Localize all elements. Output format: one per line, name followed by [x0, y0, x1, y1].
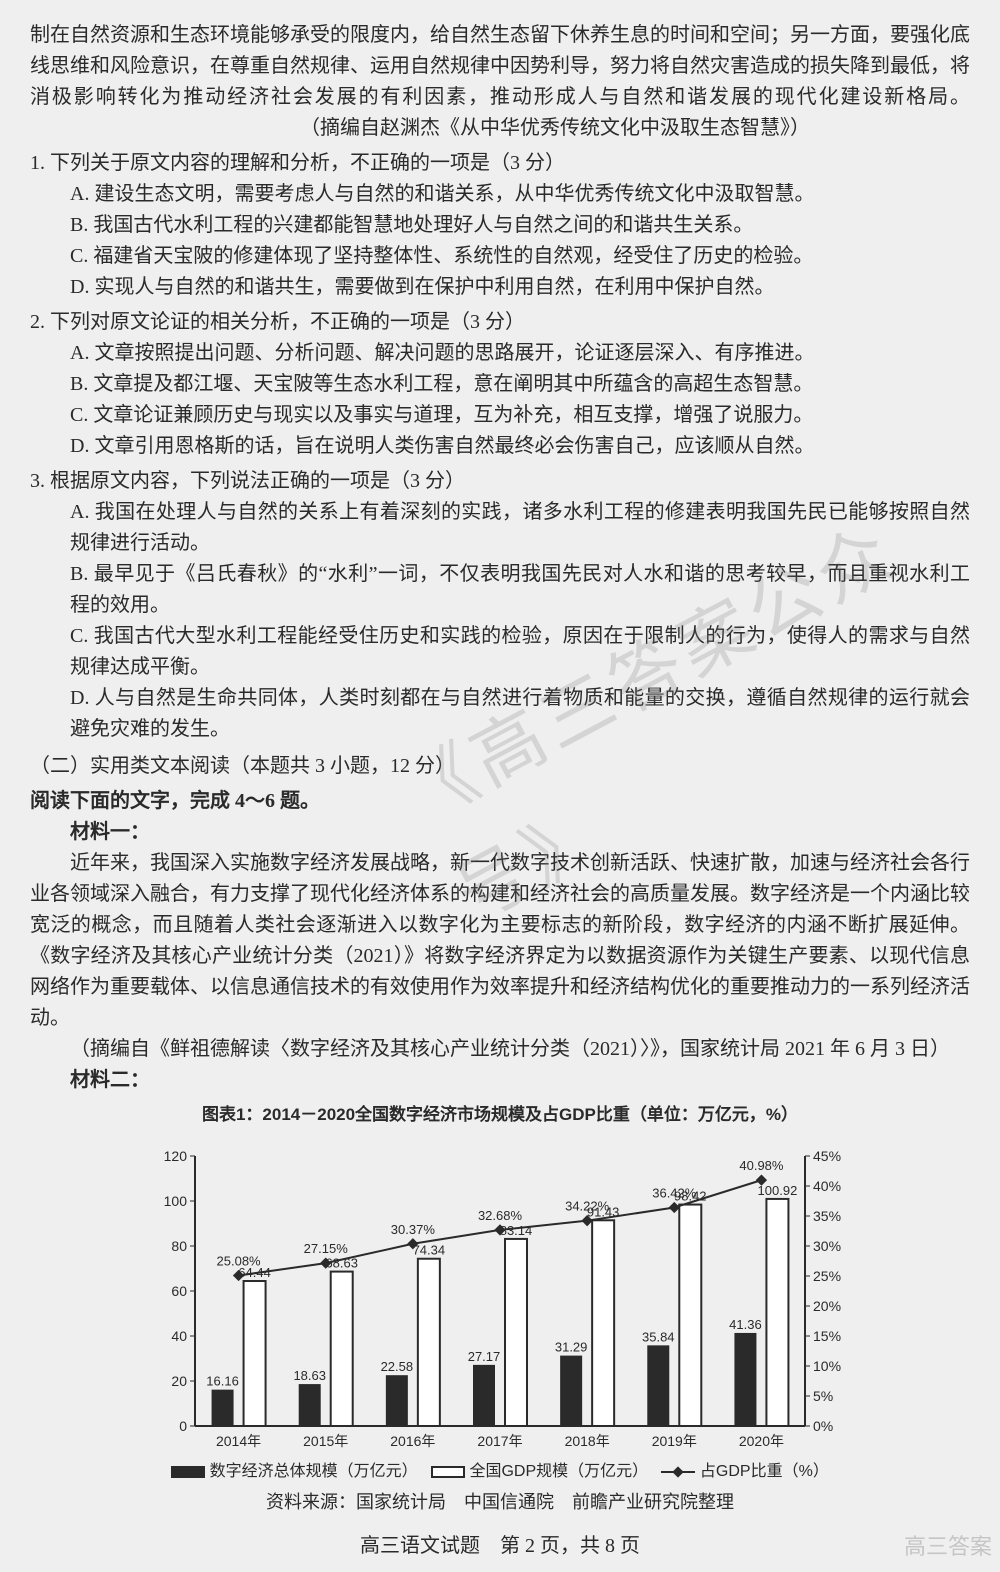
legend-swatch-share [661, 1466, 695, 1478]
q3-opt-b: B. 最早见于《吕氏春秋》的“水利”一词，不仅表明我国先民对人水和谐的思考较早，… [30, 559, 970, 621]
svg-text:16.16: 16.16 [206, 1374, 239, 1389]
svg-text:32.68%: 32.68% [478, 1208, 523, 1223]
q2-opt-d: D. 文章引用恩格斯的话，旨在说明人类伤害自然最终必会伤害自己，应该顺从自然。 [52, 431, 970, 462]
section-2-head: （二）实用类文本阅读（本题共 3 小题，12 分） [30, 751, 970, 782]
svg-text:0%: 0% [813, 1418, 833, 1434]
intro-text: 制在自然资源和生态环境能够承受的限度内，给自然生态留下休养生息的时间和空间；另一… [30, 24, 970, 108]
question-3: 3. 根据原文内容，下列说法正确的一项是（3 分） A. 我国在处理人与自然的关… [30, 466, 970, 745]
exam-page: 《高三答案公众号》 制在自然资源和生态环境能够承受的限度内，给自然生态留下休养生… [0, 0, 1000, 1572]
chart-title: 图表1：2014－2020全国数字经济市场规模及占GDP比重（单位：万亿元，%） [30, 1102, 970, 1128]
svg-text:0: 0 [179, 1418, 187, 1434]
q1-opt-b: B. 我国古代水利工程的兴建都能智慧地处理好人与自然之间的和谐共生关系。 [52, 210, 970, 241]
svg-text:25%: 25% [813, 1268, 841, 1284]
q3-opt-a: A. 我国在处理人与自然的关系上有着深刻的实践，诸多水利工程的修建表明我国先民已… [30, 497, 970, 559]
question-2: 2. 下列对原文论证的相关分析，不正确的一项是（3 分） A. 文章按照提出问题… [30, 307, 970, 462]
svg-text:20%: 20% [813, 1298, 841, 1314]
svg-text:2018年: 2018年 [565, 1433, 610, 1449]
q1-opt-c: C. 福建省天宝陂的修建体现了坚持整体性、系统性的自然观，经受住了历史的检验。 [52, 241, 970, 272]
svg-text:31.29: 31.29 [555, 1340, 588, 1355]
legend-label-gdp: 全国GDP规模（万亿元） [469, 1463, 648, 1480]
svg-text:40: 40 [171, 1328, 187, 1344]
chart-container: 0 20 40 60 80 100 120 0% 5% 10% 15% 20% 25% 30% 35% 40%… [140, 1136, 860, 1456]
q1-stem: 1. 下列关于原文内容的理解和分析，不正确的一项是（3 分） [30, 148, 970, 179]
watermark-corner: 高三答案 [904, 1530, 992, 1564]
svg-text:2015年: 2015年 [303, 1433, 348, 1449]
svg-text:2020年: 2020年 [739, 1433, 784, 1449]
svg-text:2016年: 2016年 [390, 1433, 435, 1449]
svg-text:27.17: 27.17 [468, 1349, 501, 1364]
svg-text:25.08%: 25.08% [217, 1254, 262, 1269]
svg-text:100.92: 100.92 [758, 1183, 798, 1198]
material-2-label: 材料二： [30, 1065, 970, 1096]
page-footer: 高三语文试题 第 2 页，共 8 页 [30, 1531, 970, 1562]
material-1-source: （摘编自《鲜祖德解读〈数字经济及其核心产业统计分类（2021）〉》，国家统计局 … [30, 1034, 970, 1065]
svg-text:60: 60 [171, 1283, 187, 1299]
svg-text:5%: 5% [813, 1388, 833, 1404]
svg-text:40.98%: 40.98% [739, 1158, 784, 1173]
svg-text:35.84: 35.84 [642, 1330, 675, 1345]
svg-text:20: 20 [171, 1373, 187, 1389]
svg-text:15%: 15% [813, 1328, 841, 1344]
svg-text:34.22%: 34.22% [565, 1199, 610, 1214]
q2-opt-a: A. 文章按照提出问题、分析问题、解决问题的思路展开，论证逐层深入、有序推进。 [52, 338, 970, 369]
q2-stem: 2. 下列对原文论证的相关分析，不正确的一项是（3 分） [30, 307, 970, 338]
q1-opt-a: A. 建设生态文明，需要考虑人与自然的和谐关系，从中华优秀传统文化中汲取智慧。 [52, 179, 970, 210]
bar-line-chart: 0 20 40 60 80 100 120 0% 5% 10% 15% 20% 25% 30% 35% 40%… [140, 1136, 860, 1456]
svg-text:74.34: 74.34 [413, 1243, 446, 1258]
svg-text:2014年: 2014年 [216, 1433, 261, 1449]
svg-text:30.37%: 30.37% [391, 1222, 436, 1237]
svg-text:45%: 45% [813, 1148, 841, 1164]
svg-text:80: 80 [171, 1238, 187, 1254]
svg-text:30%: 30% [813, 1238, 841, 1254]
legend-swatch-gdp [431, 1466, 465, 1478]
q3-opt-c: C. 我国古代大型水利工程能经受住历史和实践的检验，原因在于限制人的行为，使得人… [30, 621, 970, 683]
svg-text:2019年: 2019年 [652, 1433, 697, 1449]
legend-label-digital: 数字经济总体规模（万亿元） [210, 1463, 418, 1480]
svg-text:2017年: 2017年 [477, 1433, 522, 1449]
q3-opt-d: D. 人与自然是生命共同体，人类时刻都在与自然进行着物质和能量的交换，遵循自然规… [30, 683, 970, 745]
svg-text:27.15%: 27.15% [304, 1241, 349, 1256]
material-1-text: 近年来，我国深入实施数字经济发展战略，新一代数字技术创新活跃、快速扩散，加速与经… [30, 848, 970, 1034]
q3-stem: 3. 根据原文内容，下列说法正确的一项是（3 分） [30, 466, 970, 497]
intro-source: （摘编自赵渊杰《从中华优秀传统文化中汲取生态智慧》） [30, 117, 810, 139]
svg-text:41.36: 41.36 [729, 1317, 762, 1332]
svg-text:120: 120 [164, 1148, 188, 1164]
svg-text:36.42%: 36.42% [652, 1186, 697, 1201]
svg-text:10%: 10% [813, 1358, 841, 1374]
svg-text:100: 100 [164, 1193, 188, 1209]
legend-label-share: 占GDP比重（%） [700, 1463, 829, 1480]
material-1-label: 材料一： [30, 817, 970, 848]
chart-source: 资料来源：国家统计局 中国信通院 前瞻产业研究院整理 [30, 1489, 970, 1517]
svg-text:18.63: 18.63 [293, 1368, 326, 1383]
legend-swatch-digital [171, 1466, 205, 1478]
intro-paragraph: 制在自然资源和生态环境能够承受的限度内，给自然生态留下休养生息的时间和空间；另一… [30, 20, 970, 144]
svg-text:35%: 35% [813, 1208, 841, 1224]
svg-text:40%: 40% [813, 1178, 841, 1194]
question-1: 1. 下列关于原文内容的理解和分析，不正确的一项是（3 分） A. 建设生态文明… [30, 148, 970, 303]
svg-text:22.58: 22.58 [381, 1360, 414, 1375]
reading-command: 阅读下面的文字，完成 4～6 题。 [30, 786, 970, 817]
q1-opt-d: D. 实现人与自然的和谐共生，需要做到在保护中利用自然，在利用中保护自然。 [52, 272, 970, 303]
chart-legend: 数字经济总体规模（万亿元） 全国GDP规模（万亿元） 占GDP比重（%） [30, 1460, 970, 1485]
q2-opt-c: C. 文章论证兼顾历史与现实以及事实与道理，互为补充，相互支撑，增强了说服力。 [52, 400, 970, 431]
q2-opt-b: B. 文章提及都江堰、天宝陂等生态水利工程，意在阐明其中所蕴含的高超生态智慧。 [52, 369, 970, 400]
